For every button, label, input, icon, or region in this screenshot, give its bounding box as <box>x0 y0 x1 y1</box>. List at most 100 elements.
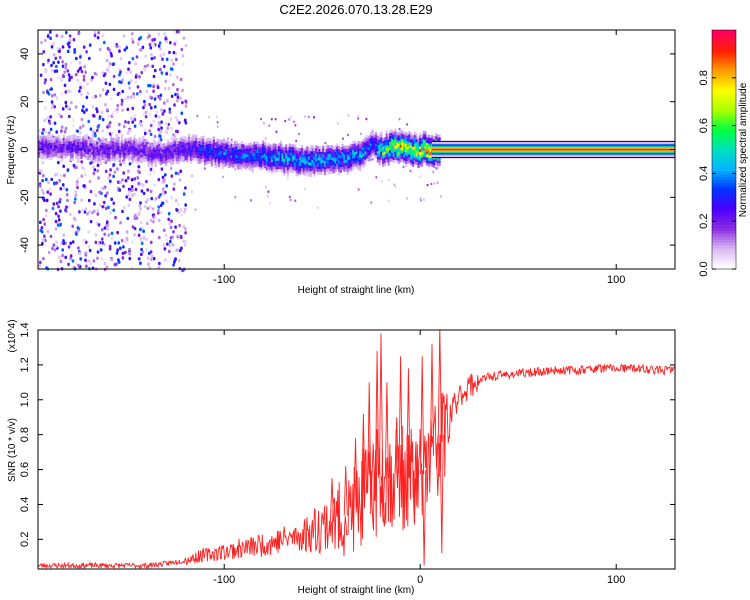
noise-cell <box>108 61 112 66</box>
noise-cell <box>138 204 142 208</box>
ridge-cell <box>126 141 129 145</box>
noise-cell <box>176 99 179 103</box>
ridge-cell <box>359 145 362 149</box>
ridge-cell <box>165 160 168 164</box>
noise-cell <box>183 210 186 214</box>
noise-cell <box>159 53 162 58</box>
noise-cell <box>88 56 91 61</box>
noise-cell <box>133 124 137 128</box>
noise-cell <box>42 90 45 94</box>
colorbar-cell <box>712 170 736 174</box>
ridge-cell <box>424 145 427 149</box>
ridge-cell <box>138 152 141 157</box>
noise-cell <box>168 221 172 226</box>
colorbar-cell <box>712 227 736 231</box>
noise-cell <box>154 114 158 118</box>
ridge-cell <box>207 157 210 161</box>
noise-cell <box>107 114 110 119</box>
ridge-cell <box>207 140 210 144</box>
ridge-cell <box>314 145 318 149</box>
ridge-cell <box>376 153 380 157</box>
ridge-cell <box>412 163 415 167</box>
ridge-cell <box>424 134 427 138</box>
ridge-cell <box>376 145 380 149</box>
noise-cell <box>128 162 132 166</box>
noise-cell <box>158 97 162 101</box>
noise-cell <box>402 165 405 169</box>
ridge-cell <box>344 159 348 163</box>
ridge-cell <box>117 136 120 140</box>
ridge-cell <box>376 136 380 140</box>
noise-cell <box>65 193 69 197</box>
colorbar-cell <box>712 134 736 139</box>
noise-cell <box>139 207 142 211</box>
ridge-cell <box>300 167 304 172</box>
noise-cell <box>42 191 45 195</box>
noise-cell <box>38 263 42 268</box>
ridge-cell <box>175 146 178 150</box>
noise-cell <box>46 116 49 120</box>
noise-cell <box>106 227 109 231</box>
noise-cell <box>104 194 107 198</box>
ridge-cell <box>281 149 284 154</box>
ridge-cell <box>101 148 104 152</box>
ridge-cell <box>237 146 240 150</box>
ridge-cell <box>76 138 80 142</box>
ridge-cell <box>344 151 348 155</box>
noise-cell <box>146 188 149 192</box>
ridge-cell <box>247 165 251 170</box>
noise-cell <box>179 96 183 101</box>
ridge-cell <box>263 162 267 166</box>
ridge-cell <box>408 151 411 155</box>
noise-cell <box>116 103 119 108</box>
noise-cell <box>152 170 156 174</box>
noise-cell <box>103 261 107 266</box>
ridge-cell <box>427 140 431 144</box>
noise-cell <box>406 123 408 126</box>
noise-cell <box>161 175 165 179</box>
noise-cell <box>52 53 56 57</box>
noise-cell <box>127 67 130 71</box>
noise-cell <box>170 67 173 71</box>
noise-cell <box>54 56 58 60</box>
noise-cell <box>43 222 47 226</box>
colorbar-cell <box>712 86 736 91</box>
ridge-cell <box>71 140 74 144</box>
noise-cell <box>94 134 97 138</box>
noise-cell <box>80 69 84 74</box>
noise-cell <box>96 256 99 260</box>
noise-cell <box>100 186 104 190</box>
ridge-cell <box>163 154 166 158</box>
noise-cell <box>42 197 45 201</box>
ridge-cell <box>251 169 254 174</box>
noise-cell <box>56 46 60 51</box>
noise-cell <box>124 250 127 255</box>
figure-title: C2E2.2026.070.13.28.E29 <box>279 2 432 17</box>
noise-cell <box>45 177 48 182</box>
ridge-cell <box>154 163 157 168</box>
ridge-cell <box>263 165 267 169</box>
noise-cell <box>125 230 129 234</box>
noise-cell <box>117 260 121 264</box>
noise-cell <box>150 52 153 57</box>
noise-cell <box>121 256 125 260</box>
noise-cell <box>85 95 89 99</box>
noise-cell <box>111 112 114 116</box>
noise-cell <box>387 178 390 182</box>
ridge-cell <box>327 156 330 160</box>
noise-cell <box>121 251 125 255</box>
noise-cell <box>131 193 134 197</box>
ridge-cell <box>214 159 217 163</box>
ridge-cell <box>135 153 138 157</box>
snr-series <box>38 330 675 569</box>
noise-cell <box>163 64 166 69</box>
noise-cell <box>150 56 154 61</box>
noise-cell <box>143 103 147 107</box>
ridge-cell <box>297 159 300 163</box>
ridge-cell <box>232 164 235 168</box>
noise-cell <box>152 119 156 123</box>
ridge-cell <box>413 146 417 150</box>
noise-cell <box>146 63 149 68</box>
noise-cell <box>153 134 157 139</box>
noise-cell <box>110 236 114 240</box>
